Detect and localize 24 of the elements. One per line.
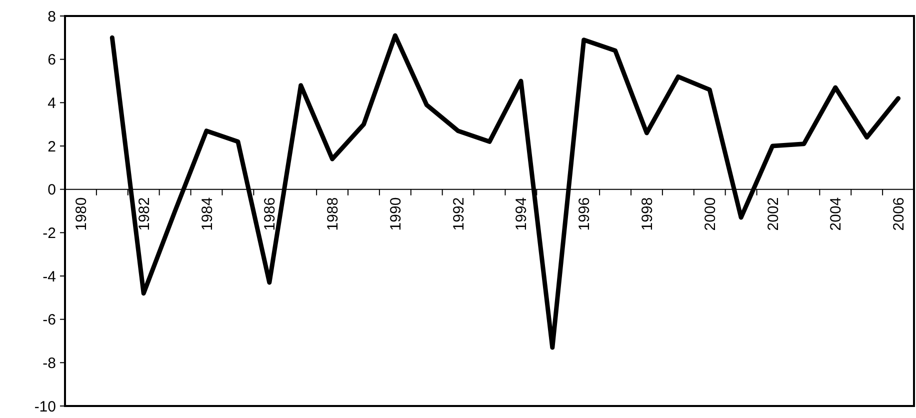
- x-tick-label: 1988: [324, 197, 342, 231]
- y-tick-label: -4: [42, 268, 56, 286]
- x-tick-label: 2006: [890, 197, 908, 231]
- y-tick-label: 0: [48, 182, 56, 199]
- y-tick-label: 4: [48, 94, 56, 112]
- x-tick-label: 2004: [828, 197, 845, 231]
- x-tick-label: 1984: [198, 197, 216, 231]
- x-tick-label: 1980: [72, 197, 90, 231]
- x-tick-label: 1996: [576, 197, 594, 231]
- x-tick-label: 2002: [764, 197, 782, 231]
- y-tick-label: -10: [34, 398, 56, 416]
- x-tick-label: 1998: [638, 197, 656, 231]
- x-tick-label: 1982: [136, 197, 153, 231]
- y-tick-label: -6: [42, 312, 56, 329]
- y-tick-label: 2: [48, 138, 56, 156]
- x-tick-label: 2000: [702, 197, 719, 231]
- x-tick-label: 1994: [513, 197, 530, 231]
- x-tick-label: 1986: [262, 197, 279, 231]
- x-tick-label: 1992: [450, 197, 468, 231]
- y-tick-label: -2: [42, 224, 56, 242]
- y-tick-label: 8: [48, 8, 56, 26]
- x-tick-label: 1990: [387, 197, 404, 231]
- y-tick-label: -8: [42, 354, 56, 372]
- y-tick-label: 6: [48, 52, 56, 69]
